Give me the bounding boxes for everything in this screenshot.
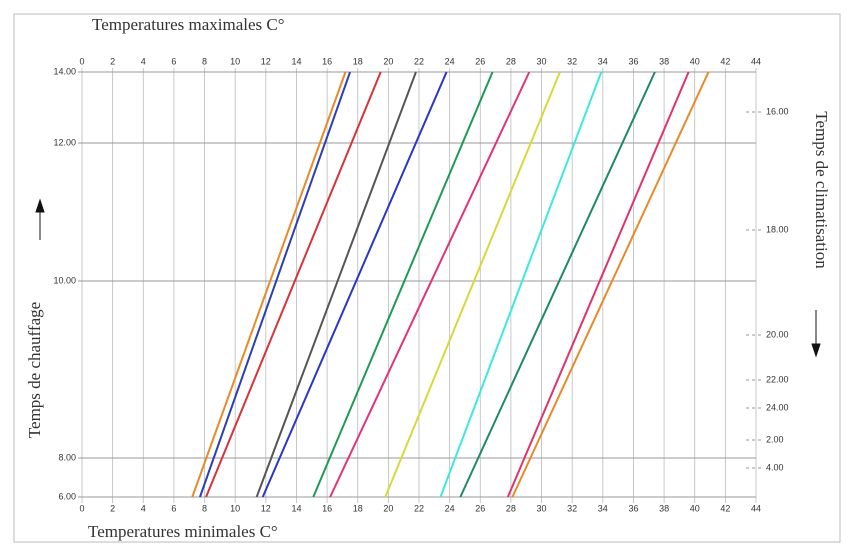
series-line — [191, 71, 347, 498]
x2-tick-label: 32 — [567, 56, 577, 66]
y-tick-label: 12.00 — [53, 137, 76, 147]
y2-tick-label: 24.00 — [766, 402, 789, 412]
x-tick-label: 30 — [537, 503, 547, 513]
x2-tick-label: 24 — [445, 56, 455, 66]
x-tick-label: 42 — [720, 503, 730, 513]
series-line — [329, 71, 531, 498]
x-tick-label: 6 — [171, 503, 176, 513]
x-tick-label: 20 — [383, 503, 393, 513]
x-tick-label: 4 — [141, 503, 146, 513]
x-tick-label: 28 — [506, 503, 516, 513]
x2-tick-label: 40 — [690, 56, 700, 66]
series-line — [459, 71, 656, 498]
x-tick-label: 12 — [261, 503, 271, 513]
chart-title: Temperatures maximales C° — [92, 15, 285, 34]
y2-tick-label: 18.00 — [766, 224, 789, 234]
x2-tick-label: 34 — [598, 56, 608, 66]
x-tick-label: 14 — [291, 503, 301, 513]
y2-tick-label: 16.00 — [766, 106, 789, 116]
x-tick-label: 32 — [567, 503, 577, 513]
x-tick-label: 38 — [659, 503, 669, 513]
x2-tick-label: 6 — [171, 56, 176, 66]
x2-tick-label: 4 — [141, 56, 146, 66]
x-tick-label: 22 — [414, 503, 424, 513]
y-tick-label: 6.00 — [58, 491, 76, 501]
arrow-up — [35, 198, 45, 240]
x2-tick-label: 20 — [383, 56, 393, 66]
y-tick-label: 10.00 — [53, 275, 76, 285]
y-tick-label: 14.00 — [53, 66, 76, 76]
x-tick-label: 40 — [690, 503, 700, 513]
series-line — [261, 71, 448, 498]
series-line — [384, 71, 561, 498]
series-line — [511, 71, 710, 498]
x2-tick-label: 36 — [628, 56, 638, 66]
x2-tick-label: 44 — [751, 56, 761, 66]
y2-tick-label: 20.00 — [766, 329, 789, 339]
x2-tick-label: 28 — [506, 56, 516, 66]
y2-tick-label: 2.00 — [766, 434, 784, 444]
x-tick-label: 26 — [475, 503, 485, 513]
series-line — [199, 71, 352, 498]
x-tick-label: 24 — [445, 503, 455, 513]
x-axis-label: Temperatures minimales C° — [88, 522, 278, 541]
y2-axis-label: Temps de climatisation — [812, 111, 831, 269]
x-tick-label: 36 — [628, 503, 638, 513]
series-line — [312, 71, 494, 498]
frame — [13, 13, 841, 543]
x2-tick-label: 30 — [537, 56, 547, 66]
series-line — [205, 71, 382, 498]
x2-tick-label: 8 — [202, 56, 207, 66]
x2-tick-label: 42 — [720, 56, 730, 66]
x2-tick-label: 2 — [110, 56, 115, 66]
arrow-down — [811, 310, 821, 358]
y-axis-label: Temps de chauffage — [25, 302, 44, 438]
x2-tick-label: 0 — [79, 56, 84, 66]
x2-tick-label: 38 — [659, 56, 669, 66]
x2-tick-label: 18 — [353, 56, 363, 66]
x-tick-label: 18 — [353, 503, 363, 513]
x2-tick-label: 26 — [475, 56, 485, 66]
x-tick-label: 8 — [202, 503, 207, 513]
x2-tick-label: 10 — [230, 56, 240, 66]
y2-tick-label: 22.00 — [766, 374, 789, 384]
x-tick-label: 16 — [322, 503, 332, 513]
x-tick-label: 0 — [79, 503, 84, 513]
x-tick-label: 2 — [110, 503, 115, 513]
x2-tick-label: 16 — [322, 56, 332, 66]
x2-tick-label: 22 — [414, 56, 424, 66]
x2-tick-label: 14 — [291, 56, 301, 66]
y2-tick-label: 4.00 — [766, 462, 784, 472]
x-tick-label: 10 — [230, 503, 240, 513]
y-tick-label: 8.00 — [58, 452, 76, 462]
series-line — [255, 71, 417, 498]
x2-tick-label: 12 — [261, 56, 271, 66]
series-line — [439, 71, 603, 498]
x-tick-label: 44 — [751, 503, 761, 513]
series-line — [506, 71, 690, 498]
x-tick-label: 34 — [598, 503, 608, 513]
